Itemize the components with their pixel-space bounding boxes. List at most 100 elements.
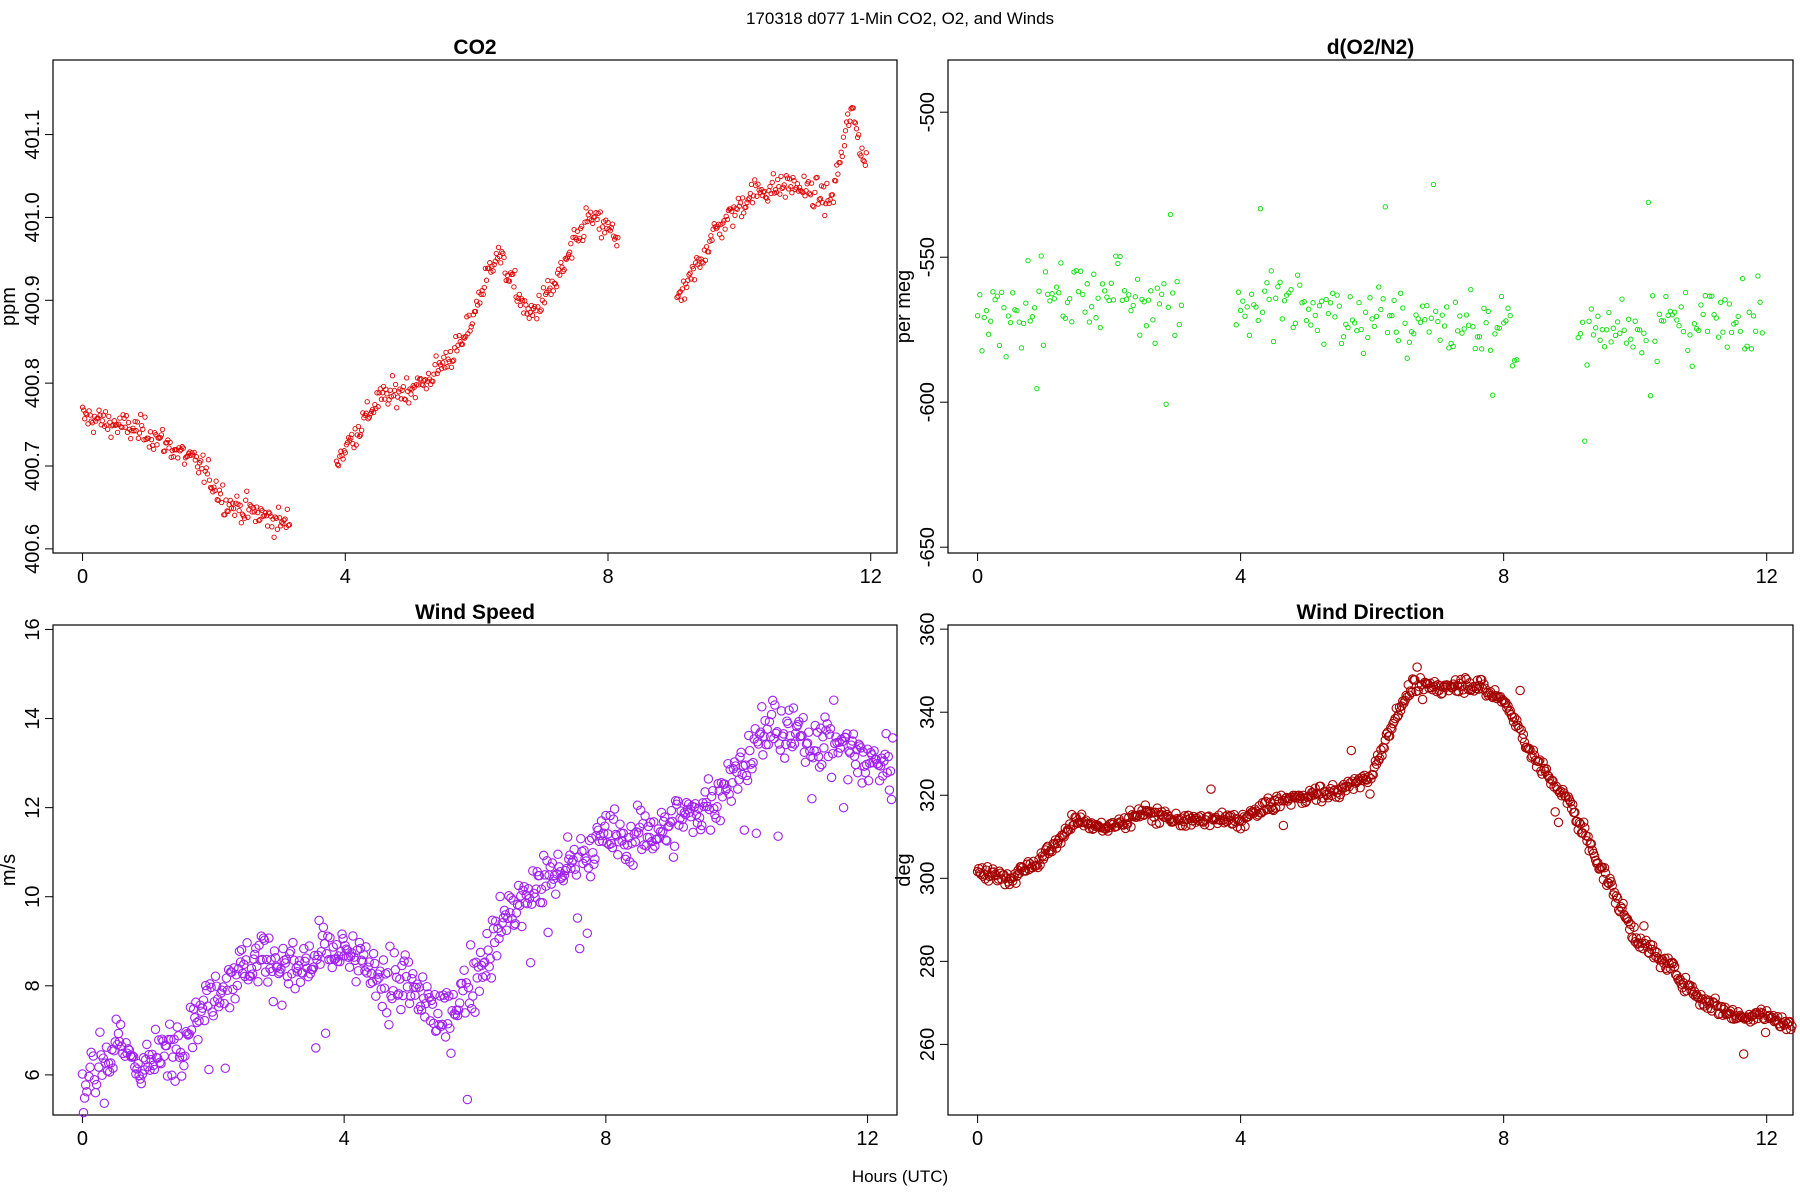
ws-point (301, 953, 311, 963)
co2-point (493, 250, 499, 257)
co2-point (334, 461, 341, 468)
ws-point (200, 980, 211, 991)
o2-point (1641, 330, 1647, 336)
ws-point (316, 946, 326, 957)
o2-points (974, 181, 1765, 444)
co2-point (791, 178, 797, 184)
o2-point (1170, 290, 1176, 296)
co2-point (385, 401, 391, 407)
ws-point (378, 955, 389, 965)
wd-point (1629, 922, 1639, 932)
ws-point (649, 817, 659, 827)
ws-point (304, 941, 315, 951)
o2-point (1382, 204, 1388, 210)
co2-point (374, 390, 380, 396)
co2-point (674, 294, 680, 301)
co2-point (151, 446, 157, 452)
ws-point (273, 968, 284, 979)
co2-point (852, 120, 859, 126)
ws-point (505, 907, 515, 918)
o2-point (1715, 334, 1722, 340)
wind-speed-panel: Wind Speed m/s 0 4 8 12 6 8 10 12 14 16 (0, 601, 898, 1150)
co2-point (574, 228, 581, 234)
ws-point (142, 1039, 152, 1050)
o2-point (1586, 318, 1592, 324)
ws-point (381, 1007, 392, 1018)
co2-point (232, 512, 238, 518)
co2-point (469, 321, 475, 327)
wd-point (1687, 981, 1697, 992)
ws-point (632, 800, 643, 811)
co2-point (356, 433, 363, 439)
o2-point (999, 289, 1005, 295)
o2-point (1492, 331, 1498, 337)
wd-ytick-label: 320 (917, 779, 939, 812)
o2-point (1159, 291, 1165, 297)
co2-point (406, 400, 412, 406)
ws-point (162, 1071, 173, 1081)
ws-point (609, 804, 620, 814)
o2-point (1242, 313, 1248, 319)
co2-point (807, 192, 814, 198)
wd-point (1504, 706, 1514, 717)
co2-point (517, 302, 524, 309)
o2-point (1617, 330, 1623, 336)
ws-point (806, 751, 816, 762)
co2-point (587, 209, 594, 215)
o2-point (1709, 293, 1715, 299)
ws-point (650, 841, 660, 851)
co2-point (355, 423, 362, 430)
co2-point (615, 234, 621, 241)
co2-point (342, 450, 348, 456)
ws-point (775, 745, 786, 755)
co2-point (681, 296, 688, 302)
ws-point (482, 928, 492, 939)
o2-point (1297, 282, 1303, 288)
wd-point (1553, 817, 1564, 828)
ws-point (389, 948, 400, 958)
wd-point (1612, 893, 1623, 903)
co2-chart-title: CO2 (453, 36, 496, 59)
co2-point (106, 413, 112, 420)
ws-point (678, 822, 689, 832)
o2-point (1303, 317, 1310, 324)
o2-point (1645, 199, 1651, 206)
co2-point (167, 439, 173, 446)
co2-point (569, 255, 575, 261)
wd-point (1202, 812, 1213, 822)
o2-point (1454, 328, 1461, 334)
co2-point (441, 354, 447, 360)
co2-point (547, 285, 553, 291)
o2-point (990, 289, 996, 295)
o2-point (1376, 284, 1382, 290)
o2-point (1623, 340, 1630, 346)
ws-point (325, 932, 335, 943)
ws-point (594, 836, 605, 847)
o2-point (1174, 278, 1180, 285)
co2-point (391, 387, 398, 394)
co2-point (495, 244, 502, 251)
ws-point (550, 889, 561, 899)
ws-point (369, 958, 380, 969)
wd-point (1122, 819, 1133, 829)
ws-point (803, 727, 814, 737)
o2-point (1757, 299, 1763, 305)
co2-point (739, 195, 746, 201)
co2-point (525, 306, 531, 312)
wd-point (1405, 686, 1416, 696)
ws-point (486, 973, 497, 983)
co2-point (845, 111, 851, 117)
ws-point (871, 754, 882, 765)
ws-point (813, 751, 824, 762)
o2-point (1270, 338, 1277, 345)
co2-point (538, 307, 544, 313)
ws-point (677, 814, 687, 825)
o2-point (1654, 358, 1660, 365)
ws-point (568, 855, 578, 865)
wd-point (1235, 824, 1246, 834)
co2-point (777, 191, 783, 197)
o2-point (1167, 211, 1174, 218)
ws-point (743, 730, 754, 741)
ws-ytick-label: 8 (22, 980, 44, 991)
co2-point (802, 193, 808, 199)
